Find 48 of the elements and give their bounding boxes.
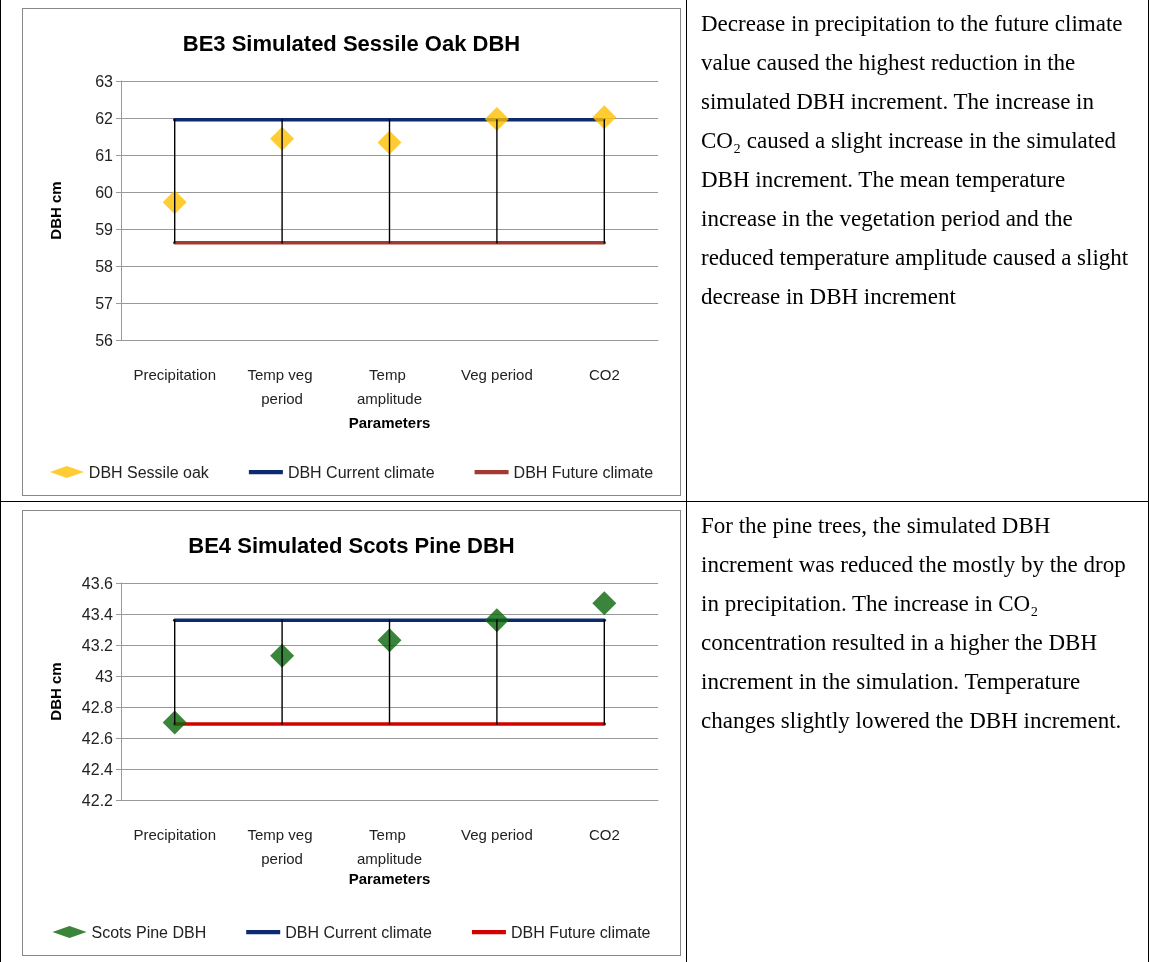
- y-tick-label: 61: [95, 146, 114, 164]
- point: [592, 105, 617, 130]
- point: [592, 591, 617, 616]
- y-tick-label: 59: [95, 220, 114, 238]
- y-tick-label: 56: [95, 331, 114, 349]
- y-tick-label: 43.6: [81, 574, 114, 592]
- legend-label: DBH Current climate: [285, 923, 433, 941]
- point: [162, 710, 187, 735]
- y-tick-label: 58: [95, 257, 114, 275]
- y-tick-label: 62: [95, 109, 114, 127]
- legend-label: DBH Sessile oak: [88, 463, 210, 481]
- chart-title: BE3 Simulated Sessile Oak DBH: [182, 30, 521, 56]
- chart-title: BE4 Simulated Scots Pine DBH: [188, 532, 515, 558]
- x-tick-label: CO2: [588, 825, 620, 843]
- y-tick-label: 63: [95, 72, 114, 90]
- text: For the pine trees, the simulated DBH increment was reduced the mostly by the drop in precipitation. The increase in CO₂ concentration resulted in a higher the DBH increment in the simulation. Temperature changes slightly lowered the DBH increment.: [701, 512, 1127, 735]
- y-tick-label: 43.2: [81, 636, 114, 654]
- legend-label: DBH Future climate: [510, 923, 651, 941]
- y-tick-label: 42.2: [81, 791, 114, 809]
- point: [484, 107, 509, 132]
- text: Decrease in precipitation to the future climate value caused the highest reduction in the simulated DBH increment. The increase in CO₂ caused a slight increase in the simulated DBH increment. The mean temperature increase in the vegetation period and the reduced temperature amplitude caused a slight decrease in DBH increment: [701, 10, 1130, 311]
- x-tick-label: Precipitation: [133, 365, 216, 383]
- y-tick-label: 43.4: [81, 605, 114, 623]
- y-tick-label: 60: [95, 183, 114, 201]
- x-tick-label: Temp veg period: [247, 825, 317, 867]
- point: [377, 628, 402, 653]
- legend-label: Scots Pine DBH: [91, 923, 207, 941]
- x-tick-label: Veg period: [461, 365, 533, 383]
- point: [377, 130, 402, 155]
- y-tick-label: 57: [95, 294, 114, 312]
- y-tick-label: 42.4: [81, 760, 114, 778]
- x-axis-title: Parameters: [348, 869, 431, 887]
- y-tick-label: 42.8: [81, 698, 114, 716]
- x-axis-title: Parameters: [348, 413, 431, 431]
- point: [484, 608, 509, 633]
- x-tick-label: CO2: [588, 365, 620, 383]
- legend-label: DBH Current climate: [287, 463, 435, 481]
- x-tick-label: Temp veg period: [247, 365, 317, 407]
- y-axis-title: DBH cm: [47, 181, 64, 240]
- x-tick-label: Veg period: [461, 825, 533, 843]
- x-tick-label: Precipitation: [133, 825, 216, 843]
- x-tick-label: Temp amplitude: [356, 365, 423, 407]
- x-tick-label: Temp amplitude: [356, 825, 423, 867]
- point: [162, 190, 187, 215]
- legend-label: DBH Future climate: [513, 463, 654, 481]
- y-tick-label: 42.6: [81, 729, 114, 747]
- y-axis-title: DBH cm: [47, 662, 64, 721]
- y-tick-label: 43: [95, 667, 114, 685]
